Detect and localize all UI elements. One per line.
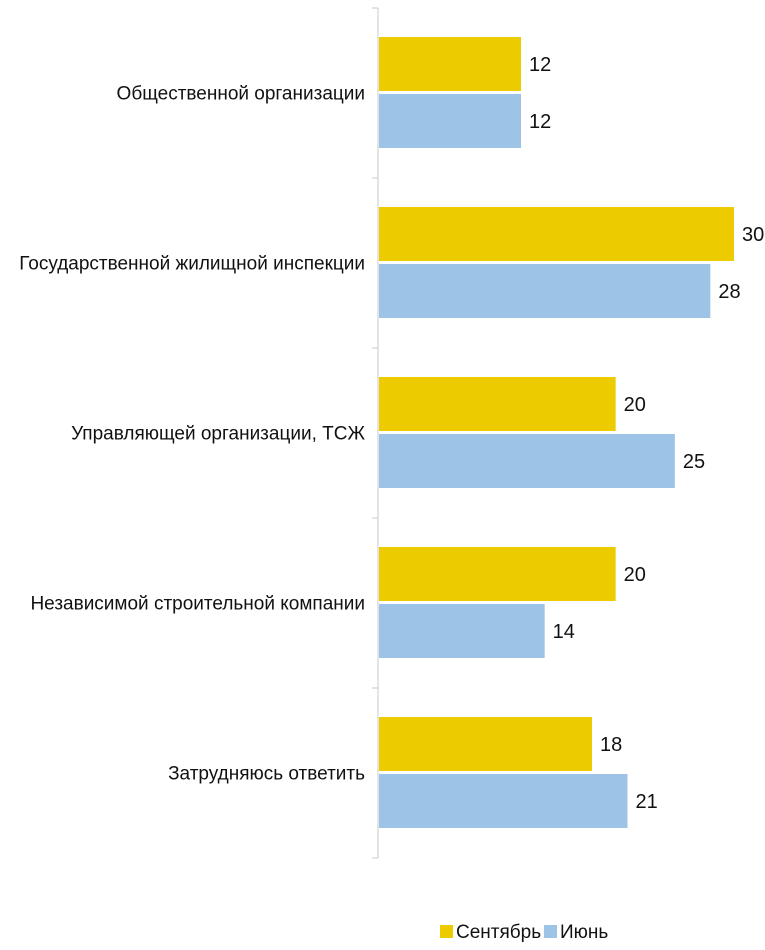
legend-entry: Сентябрь (456, 922, 541, 943)
category-label: Управляющей организации, ТСЖ (71, 424, 365, 445)
category-label: Независимой строительной компании (30, 594, 365, 615)
bar-june (379, 774, 628, 828)
category-label: Общественной организации (117, 84, 365, 105)
legend-entry: Июнь (560, 922, 608, 943)
category-labels: Общественной организации Государственной … (19, 84, 365, 785)
bar-september (379, 547, 616, 601)
bar-june (379, 264, 711, 318)
bar-september (379, 377, 616, 431)
data-label: 25 (683, 451, 705, 473)
value-labels: 12 12 30 28 20 25 20 14 18 21 (529, 54, 764, 813)
bar-september (379, 37, 521, 91)
bar-september (379, 207, 734, 261)
legend: Сентябрь Июнь (440, 922, 608, 943)
legend-swatch (440, 925, 453, 938)
data-label: 20 (624, 394, 646, 416)
data-label: 21 (636, 791, 658, 813)
bars (379, 37, 734, 828)
legend-swatch (544, 925, 557, 938)
data-label: 20 (624, 564, 646, 586)
bar-june (379, 434, 675, 488)
data-label: 18 (600, 734, 622, 756)
data-label: 12 (529, 111, 551, 133)
data-label: 30 (742, 224, 764, 246)
axis-ticks (372, 7, 378, 859)
data-label: 28 (718, 281, 740, 303)
category-label: Государственной жилищной инспекции (19, 254, 365, 275)
bar-june (379, 94, 521, 148)
bar-september (379, 717, 592, 771)
data-label: 14 (553, 621, 575, 643)
data-label: 12 (529, 54, 551, 76)
category-label: Затрудняюсь ответить (168, 764, 365, 785)
bar-june (379, 604, 545, 658)
